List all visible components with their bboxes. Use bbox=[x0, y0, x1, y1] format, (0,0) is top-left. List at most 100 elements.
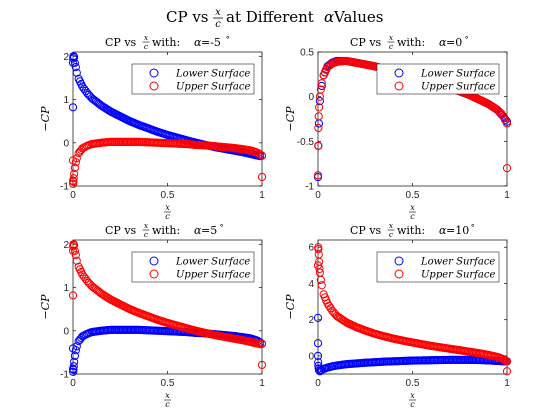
subplot-title-mid: with: bbox=[397, 224, 425, 237]
subplot-title-alpha: α bbox=[194, 224, 202, 237]
data-point bbox=[69, 177, 78, 186]
subplot-title-pre: CP vs bbox=[105, 224, 137, 237]
data-point-dense bbox=[79, 84, 89, 93]
x-tick-label: 0 bbox=[315, 378, 321, 389]
data-point bbox=[70, 163, 79, 172]
subplot-title-degree: ° bbox=[220, 223, 224, 232]
data-point bbox=[70, 53, 79, 62]
data-point bbox=[70, 58, 79, 67]
legend-label-lower-surface: Lower Surface bbox=[420, 257, 495, 268]
figure-title: CP vs x c at Different α Values bbox=[166, 7, 383, 30]
legend-label-lower-surface: Lower Surface bbox=[175, 257, 250, 268]
subplot-title-mid: with: bbox=[397, 36, 425, 49]
subplot-title: CP vs xc with: α =0 ° bbox=[350, 33, 469, 51]
y-tick-label: 0 bbox=[63, 138, 69, 149]
subplot-title-pre: CP vs bbox=[350, 36, 382, 49]
data-point bbox=[72, 68, 81, 77]
data-point-dense bbox=[84, 278, 93, 287]
subplot-title-frac-num: x bbox=[389, 221, 394, 230]
subplot-title-frac-num: x bbox=[144, 33, 149, 42]
x-axis-label-num: x bbox=[165, 203, 170, 212]
figure-title-alpha: α bbox=[324, 8, 334, 26]
legend-marker-upper-surface bbox=[149, 81, 159, 91]
data-point bbox=[313, 261, 323, 270]
data-point bbox=[68, 291, 78, 300]
data-point-dense bbox=[501, 356, 510, 365]
data-point bbox=[68, 103, 78, 112]
data-point bbox=[317, 81, 326, 91]
data-markers bbox=[68, 52, 267, 188]
data-markers bbox=[68, 240, 267, 376]
legend-marker-lower-surface bbox=[394, 256, 404, 266]
x-axis-label-den: c bbox=[410, 212, 415, 221]
x-axis-label-den: c bbox=[165, 212, 170, 221]
data-point-dense bbox=[84, 90, 93, 99]
legend-label-lower-surface: Lower Surface bbox=[175, 69, 250, 80]
data-point bbox=[314, 123, 323, 133]
subplot-title-pre: CP vs bbox=[105, 36, 137, 49]
y-tick-label: 6 bbox=[308, 243, 314, 254]
legend: Lower Surface Upper Surface bbox=[131, 251, 255, 283]
y-tick-label: 2 bbox=[308, 315, 314, 326]
subplot-title-alpha: α bbox=[439, 224, 447, 237]
data-point-dense bbox=[77, 267, 86, 277]
data-point bbox=[316, 275, 325, 284]
data-point bbox=[314, 358, 323, 367]
x-tick-label: 0.5 bbox=[161, 378, 175, 389]
x-axis-label-den: c bbox=[165, 400, 170, 409]
data-point bbox=[314, 244, 323, 254]
subplot-title-degree: ° bbox=[226, 35, 230, 44]
x-axis-label: xc bbox=[409, 391, 416, 409]
subplot-title-frac-den: c bbox=[144, 42, 149, 51]
legend-label-upper-surface: Upper Surface bbox=[421, 82, 495, 93]
legend-marker-lower-surface bbox=[394, 68, 404, 78]
data-point bbox=[314, 112, 323, 121]
y-tick-label: 0 bbox=[308, 92, 314, 103]
x-tick-label: 0 bbox=[70, 378, 76, 389]
data-point bbox=[70, 241, 79, 250]
subplot-title-eq: =5 bbox=[201, 224, 217, 237]
data-point bbox=[70, 246, 79, 255]
subplot-title: CP vs xc with: α =10 ° bbox=[350, 221, 475, 239]
data-point bbox=[257, 360, 267, 370]
subplot-title-eq: =10 bbox=[446, 224, 469, 237]
figure-title-tail: Values bbox=[333, 8, 383, 26]
data-point-dense bbox=[79, 272, 89, 281]
legend-label-upper-surface: Upper Surface bbox=[176, 270, 250, 281]
data-point bbox=[257, 172, 267, 182]
x-tick-label: 1 bbox=[259, 190, 265, 201]
legend-label-upper-surface: Upper Surface bbox=[176, 82, 250, 93]
x-tick-label: 0 bbox=[70, 190, 76, 201]
data-point bbox=[313, 313, 323, 322]
data-point-dense bbox=[77, 79, 86, 89]
y-tick-label: 0.5 bbox=[300, 48, 314, 59]
x-tick-label: 1 bbox=[504, 378, 510, 389]
data-point bbox=[72, 154, 81, 163]
data-point bbox=[315, 103, 324, 112]
data-point bbox=[313, 351, 323, 360]
legend-label-upper-surface: Upper Surface bbox=[421, 270, 495, 281]
figure-title-pre: CP vs bbox=[166, 8, 209, 26]
legend-marker-lower-surface bbox=[149, 68, 159, 78]
data-point-dense bbox=[237, 335, 246, 345]
subplot-title: CP vs xc with: α =5 ° bbox=[105, 221, 224, 239]
data-point bbox=[70, 351, 79, 360]
data-point bbox=[72, 256, 81, 265]
subplot-title-frac-den: c bbox=[389, 230, 394, 239]
subplot-title-frac-den: c bbox=[144, 230, 149, 239]
subplot-title-mid: with: bbox=[152, 36, 180, 49]
subplot-title-alpha: α bbox=[194, 36, 202, 49]
subplot-title-degree: ° bbox=[471, 223, 475, 232]
subplot-title-alpha: α bbox=[439, 36, 447, 49]
data-point bbox=[317, 79, 326, 88]
subplot-title-pre: CP vs bbox=[350, 224, 382, 237]
y-tick-label: 0 bbox=[308, 351, 314, 362]
subplot-title-mid: with: bbox=[152, 224, 180, 237]
data-point bbox=[70, 169, 79, 178]
y-tick-label: -0.5 bbox=[297, 137, 315, 148]
y-tick-label: -1 bbox=[60, 182, 69, 193]
y-axis-label: −CP bbox=[284, 294, 297, 320]
y-tick-label: -1 bbox=[305, 182, 314, 193]
x-tick-label: 0 bbox=[315, 190, 321, 201]
